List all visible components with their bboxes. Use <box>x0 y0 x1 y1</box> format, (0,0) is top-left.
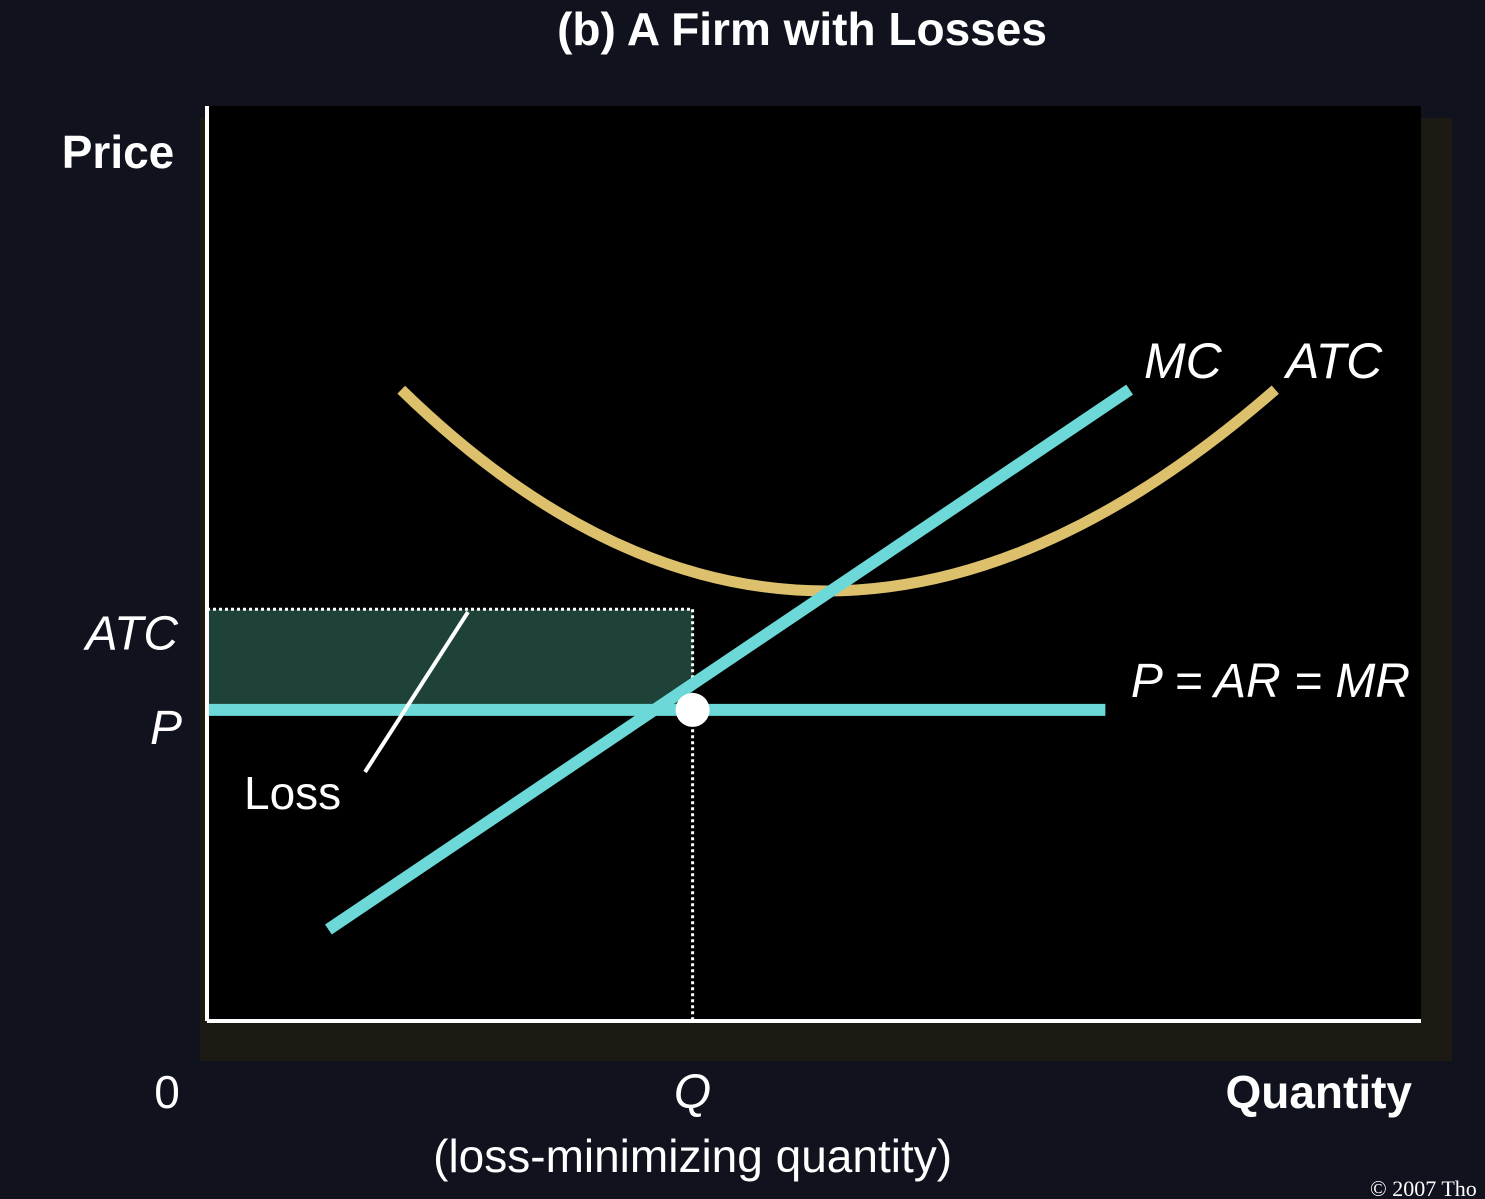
loss-pointer <box>363 610 470 774</box>
atc-label: ATC <box>1283 333 1383 389</box>
copyright-text: © 2007 Tho <box>1370 1176 1477 1199</box>
x-axis-label: Quantity <box>1225 1066 1412 1118</box>
loss-label: Loss <box>244 767 341 819</box>
price-line-label: P = AR = MR <box>1131 655 1410 708</box>
x-tick-q-sublabel: (loss-minimizing quantity) <box>433 1130 952 1182</box>
mc-label: MC <box>1144 333 1223 389</box>
y-tick-atc: ATC <box>83 607 179 660</box>
equilibrium-point <box>675 692 710 727</box>
x-tick-q: Q <box>674 1066 711 1119</box>
loss-area <box>207 609 693 710</box>
y-tick-p: P <box>150 702 182 755</box>
chart-title: (b) A Firm with Losses <box>557 3 1047 55</box>
y-axis-label: Price <box>62 126 175 178</box>
mc-curve <box>325 384 1133 935</box>
origin-label: 0 <box>154 1066 180 1118</box>
